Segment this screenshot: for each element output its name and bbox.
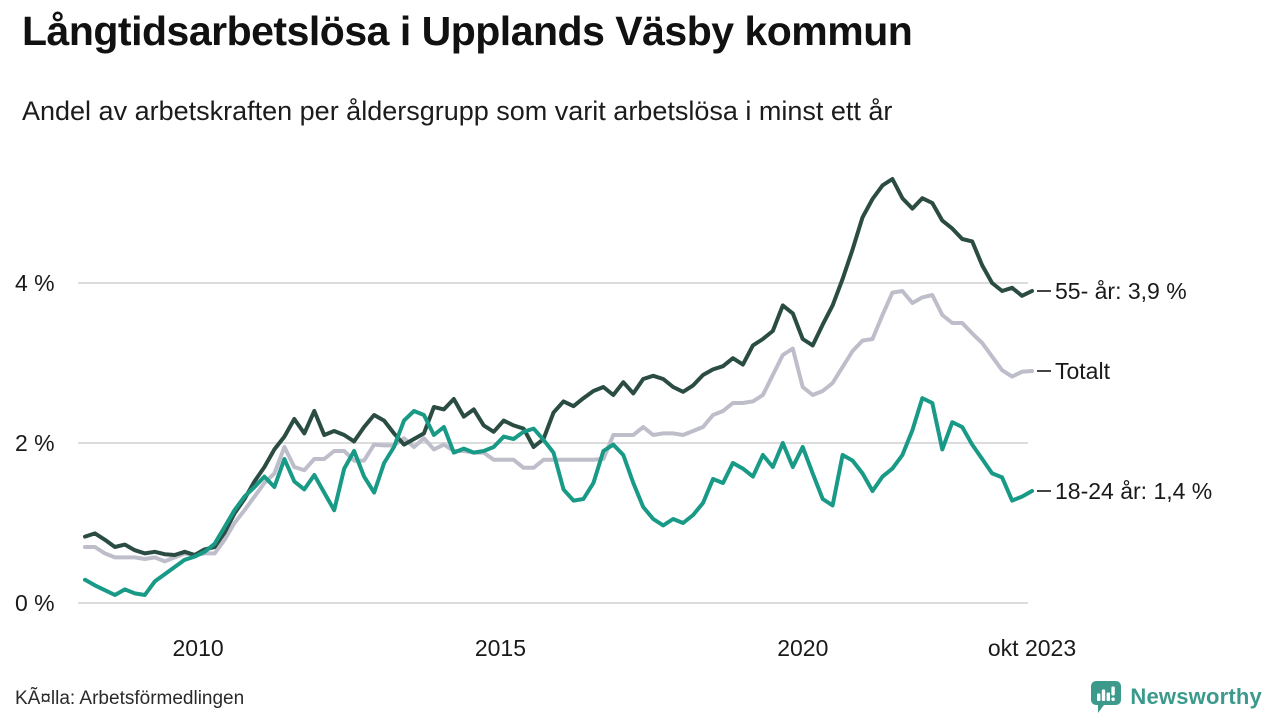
x-tick-label: 2020	[777, 635, 829, 661]
y-tick-label: 0 %	[15, 590, 55, 616]
chart-title: Långtidsarbetslösa i Upplands Väsby komm…	[22, 8, 913, 54]
y-tick-label: 4 %	[15, 270, 55, 296]
series-line-18-24-r	[83, 396, 1034, 597]
newsworthy-logo: Newsworthy	[1090, 680, 1262, 714]
newsworthy-bubble-icon	[1091, 681, 1122, 713]
y-tick-label: 2 %	[15, 430, 55, 456]
series-end-label-18-24-r: 18-24 år: 1,4 %	[1055, 478, 1213, 504]
x-tick-label: okt 2023	[987, 635, 1077, 661]
x-tick-label: 2010	[172, 635, 224, 661]
source-note: KÃ¤lla: Arbetsförmedlingen	[15, 688, 245, 709]
series-line-totalt	[83, 289, 1034, 564]
chart-subtitle: Andel av arbetskraften per åldersgrupp s…	[22, 96, 893, 126]
series-line-55-r	[83, 177, 1034, 557]
series-end-label-totalt: Totalt	[1055, 358, 1110, 384]
series-end-label-55-r: 55- år: 3,9 %	[1055, 278, 1187, 304]
newsworthy-wordmark: Newsworthy	[1130, 684, 1262, 709]
x-tick-label: 2015	[474, 635, 527, 661]
